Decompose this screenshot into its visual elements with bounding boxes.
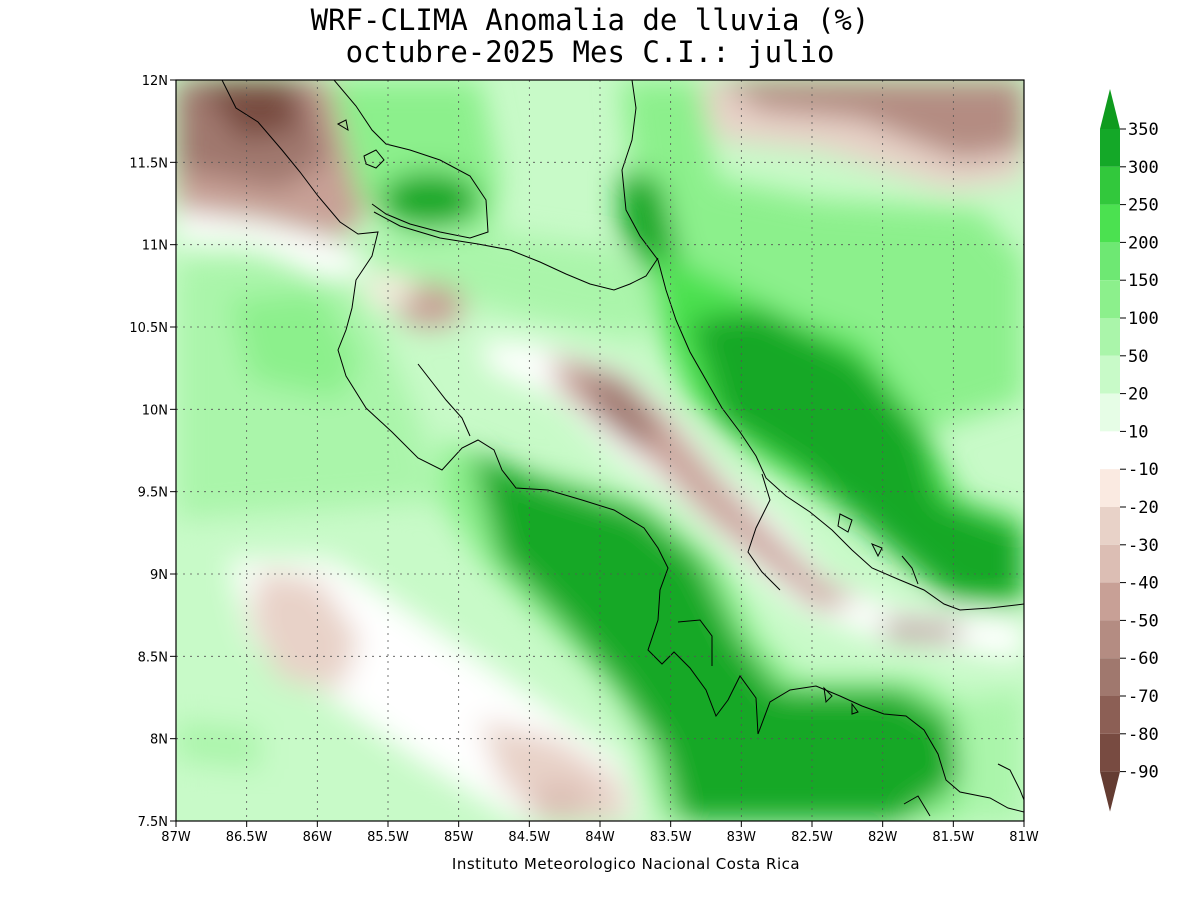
x-tick-label: 87W — [161, 830, 191, 845]
x-tick-label: 81.5W — [932, 830, 974, 845]
legend-label: 350 — [1128, 120, 1159, 140]
y-tick-label: 8.5N — [138, 650, 168, 665]
pacific-coastline — [221, 80, 1024, 813]
bocas-islands — [837, 513, 919, 585]
legend-label: -30 — [1128, 536, 1159, 556]
legend-label: 100 — [1128, 309, 1159, 329]
lake-nicaragua-shore — [333, 80, 489, 239]
legend-label: -40 — [1128, 574, 1159, 594]
y-tick-label: 8N — [150, 733, 168, 748]
y-axis: 12N 11.5N 11N 10.5N 10N 9.5N 9N 8.5N 8N 7.5N — [129, 74, 176, 830]
x-tick-label: 81W — [1009, 830, 1039, 845]
x-tick-label: 83W — [727, 830, 757, 845]
y-tick-label: 10.5N — [129, 321, 168, 336]
legend-color-box — [1100, 582, 1120, 621]
legend-color-box — [1100, 318, 1120, 356]
x-tick-label: 82W — [868, 830, 898, 845]
y-tick-label: 10N — [142, 403, 168, 418]
panama-border — [747, 473, 781, 591]
y-tick-label: 11N — [142, 239, 168, 254]
legend-color-box — [1100, 696, 1120, 734]
x-tick-label: 82.5W — [791, 830, 833, 845]
nicoya-gulf-coast — [417, 363, 471, 437]
x-tick-label: 85.5W — [367, 830, 409, 845]
caribbean-coastline — [621, 80, 1024, 611]
legend-label: 10 — [1128, 422, 1148, 442]
legend-color-box — [1100, 242, 1120, 281]
credit-text: Instituto Meteorologico Nacional Costa R… — [452, 855, 800, 873]
legend-color-box — [1100, 355, 1120, 394]
legend-color-box — [1100, 166, 1120, 205]
anomaly-field — [176, 80, 1024, 821]
legend-label: 20 — [1128, 385, 1148, 405]
southern-islands — [823, 686, 1024, 817]
legend-label: -60 — [1128, 649, 1159, 669]
legend-label: -90 — [1128, 763, 1159, 783]
legend-color-box — [1100, 431, 1120, 470]
x-tick-label: 84W — [585, 830, 615, 845]
map-title-line-2: octubre-2025 Mes C.I.: julio — [346, 35, 835, 69]
legend-color-box — [1100, 544, 1120, 583]
legend-color-box — [1100, 280, 1120, 318]
y-tick-label: 12N — [142, 74, 168, 89]
x-tick-label: 86.5W — [226, 830, 268, 845]
coastlines — [221, 80, 1024, 817]
legend-label: -10 — [1128, 460, 1159, 480]
legend-label: -20 — [1128, 498, 1159, 518]
x-tick-label: 84.5W — [508, 830, 550, 845]
legend-label: 50 — [1128, 347, 1148, 367]
legend-color-box — [1100, 733, 1120, 772]
osa-peninsula-coast — [677, 619, 713, 666]
map-title-line-1: WRF-CLIMA Anomalia de lluvia (%) — [311, 3, 870, 37]
legend-color-box — [1100, 658, 1120, 696]
graticule — [176, 80, 1024, 821]
border-nicaragua-costarica — [373, 211, 659, 291]
x-tick-label: 85W — [444, 830, 474, 845]
y-tick-label: 11.5N — [129, 156, 168, 171]
legend-label: 200 — [1128, 233, 1159, 253]
legend-color-box — [1100, 469, 1120, 507]
legend-color-box — [1100, 204, 1120, 243]
x-axis: 87W 86.5W 86W 85.5W 85W 84.5W 84W 83.5W 83W 82.5W… — [161, 821, 1039, 845]
legend-color-box — [1100, 129, 1120, 167]
legend-color-box — [1100, 620, 1120, 659]
legend-label: -70 — [1128, 687, 1159, 707]
x-tick-label: 83.5W — [650, 830, 692, 845]
y-tick-label: 7.5N — [138, 815, 168, 830]
legend-color-box — [1100, 393, 1120, 432]
legend-label: 300 — [1128, 158, 1159, 178]
legend-color-box — [1100, 507, 1120, 545]
legend-label: 250 — [1128, 196, 1159, 216]
color-legend: 350 300 250 200 150 100 50 20 10 -10 -20 -30 -40 -50 -… — [1100, 89, 1159, 812]
legend-label: -50 — [1128, 611, 1159, 631]
y-tick-label: 9N — [150, 568, 168, 583]
legend-bottom-arrow — [1100, 771, 1120, 812]
legend-top-arrow — [1100, 89, 1120, 129]
lake-island-2 — [336, 119, 349, 132]
x-tick-label: 86W — [303, 830, 333, 845]
legend-label: -80 — [1128, 725, 1159, 745]
map-plot-area — [176, 80, 1024, 821]
legend-label: 150 — [1128, 271, 1159, 291]
y-tick-label: 9.5N — [138, 486, 168, 501]
